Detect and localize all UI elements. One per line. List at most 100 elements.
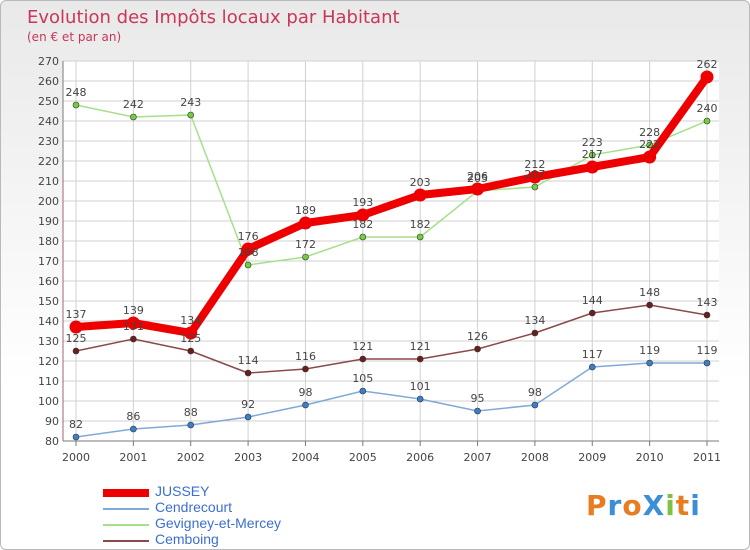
data-label: 126 xyxy=(467,330,488,343)
data-label: 125 xyxy=(180,332,201,345)
data-point xyxy=(187,111,195,119)
data-point xyxy=(528,170,542,184)
data-label: 189 xyxy=(295,204,316,217)
data-point xyxy=(356,208,370,222)
data-label: 121 xyxy=(352,340,373,353)
x-tick-label: 2005 xyxy=(349,451,377,464)
data-label: 82 xyxy=(69,418,83,431)
data-label: 121 xyxy=(410,340,431,353)
data-point xyxy=(244,369,252,377)
data-label: 223 xyxy=(582,136,603,149)
data-point xyxy=(700,70,714,84)
data-label: 222 xyxy=(639,138,660,151)
data-point xyxy=(187,347,195,355)
logo-letter: i xyxy=(665,489,676,522)
x-tick-label: 2011 xyxy=(693,451,721,464)
logo-letter: t xyxy=(675,489,691,522)
data-point xyxy=(130,113,137,121)
data-point xyxy=(244,261,252,269)
data-point xyxy=(72,347,80,355)
y-tick-label: 160 xyxy=(38,275,59,288)
y-tick-label: 80 xyxy=(45,435,59,448)
data-label: 172 xyxy=(295,238,316,251)
data-point xyxy=(244,413,252,421)
x-tick-label: 2009 xyxy=(578,451,606,464)
data-point xyxy=(585,160,599,174)
data-point xyxy=(531,329,539,337)
x-tick-label: 2001 xyxy=(119,451,147,464)
legend-swatch xyxy=(103,524,149,526)
data-point xyxy=(471,182,485,196)
data-label: 168 xyxy=(238,246,259,259)
data-point xyxy=(531,401,539,409)
series-line-cemboing xyxy=(75,304,708,374)
y-tick-label: 100 xyxy=(38,395,59,408)
data-point xyxy=(302,401,309,409)
x-tick-label: 2004 xyxy=(291,451,319,464)
data-label: 88 xyxy=(184,406,198,419)
data-point xyxy=(646,359,653,367)
logo-letter: i xyxy=(690,489,701,522)
data-point xyxy=(302,365,309,373)
data-label: 95 xyxy=(471,392,485,405)
x-tick-label: 2000 xyxy=(62,451,90,464)
legend-label: Cemboing xyxy=(155,531,219,547)
logo-letter: P xyxy=(586,489,608,522)
y-tick-label: 190 xyxy=(38,215,59,228)
data-point xyxy=(184,326,198,340)
data-label: 193 xyxy=(352,196,373,209)
x-tick-label: 2003 xyxy=(234,451,262,464)
x-tick-label: 2002 xyxy=(177,451,205,464)
data-point xyxy=(416,395,424,403)
data-point xyxy=(130,335,137,343)
data-point xyxy=(413,188,427,202)
y-tick-label: 140 xyxy=(38,315,59,328)
data-point xyxy=(359,387,367,395)
data-point xyxy=(588,309,596,317)
data-label: 182 xyxy=(352,218,373,231)
data-label: 131 xyxy=(123,320,144,333)
data-label: 119 xyxy=(639,344,660,357)
x-tick-label: 2010 xyxy=(636,451,664,464)
y-tick-label: 130 xyxy=(38,335,59,348)
chart-subtitle: (en € et par an) xyxy=(27,30,122,44)
y-tick-label: 150 xyxy=(38,295,59,308)
data-label: 92 xyxy=(241,398,255,411)
y-tick-label: 240 xyxy=(38,115,59,128)
data-point xyxy=(187,421,195,429)
data-point xyxy=(416,233,424,241)
data-point xyxy=(643,150,657,164)
data-point xyxy=(703,117,711,125)
y-tick-label: 220 xyxy=(38,155,59,168)
data-label: 148 xyxy=(639,286,660,299)
data-point xyxy=(588,151,596,159)
data-point xyxy=(646,301,653,309)
data-label: 248 xyxy=(66,86,87,99)
plot-area xyxy=(63,61,719,441)
data-label: 119 xyxy=(697,344,718,357)
data-label: 144 xyxy=(582,294,603,307)
data-label: 125 xyxy=(66,332,87,345)
data-label: 217 xyxy=(582,148,603,161)
y-tick-label: 180 xyxy=(38,235,59,248)
data-label: 242 xyxy=(123,98,144,111)
data-label: 86 xyxy=(126,410,140,423)
chart-title: Evolution des Impôts locaux par Habitant xyxy=(27,7,400,28)
y-tick-label: 90 xyxy=(45,415,59,428)
data-point xyxy=(646,141,653,149)
legend-label: JUSSEY xyxy=(155,483,210,499)
data-point xyxy=(703,311,711,319)
data-label: 98 xyxy=(528,386,542,399)
legend-label: Cendrecourt xyxy=(155,499,233,515)
y-tick-label: 170 xyxy=(38,255,59,268)
data-point xyxy=(359,233,367,241)
data-point xyxy=(302,253,309,261)
x-tick-label: 2008 xyxy=(521,451,549,464)
data-label: 101 xyxy=(410,380,431,393)
data-label: 143 xyxy=(697,296,718,309)
data-label: 182 xyxy=(410,218,431,231)
data-point xyxy=(531,183,539,191)
data-point xyxy=(72,433,80,441)
x-tick-label: 2006 xyxy=(406,451,434,464)
